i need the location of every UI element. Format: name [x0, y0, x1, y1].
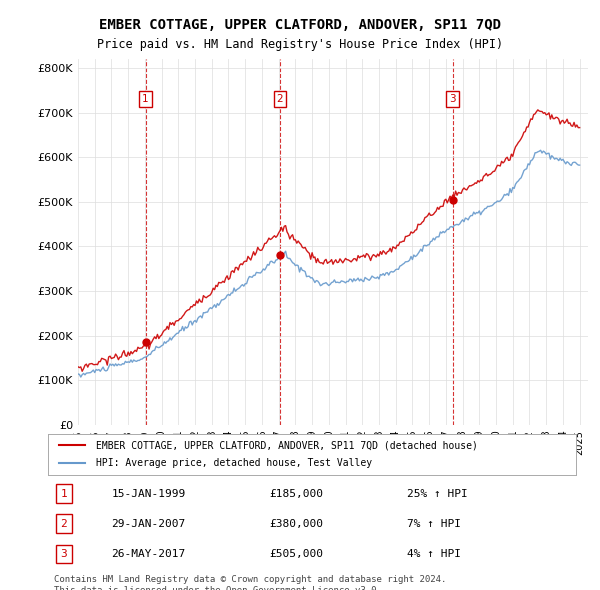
Text: 7% ↑ HPI: 7% ↑ HPI [407, 519, 461, 529]
Text: 25% ↑ HPI: 25% ↑ HPI [407, 489, 468, 499]
Text: 15-JAN-1999: 15-JAN-1999 [112, 489, 185, 499]
Text: £380,000: £380,000 [270, 519, 324, 529]
Text: Price paid vs. HM Land Registry's House Price Index (HPI): Price paid vs. HM Land Registry's House … [97, 38, 503, 51]
Text: 3: 3 [61, 549, 67, 559]
Text: Contains HM Land Registry data © Crown copyright and database right 2024.
This d: Contains HM Land Registry data © Crown c… [54, 575, 446, 590]
Text: 1: 1 [61, 489, 67, 499]
Text: 29-JAN-2007: 29-JAN-2007 [112, 519, 185, 529]
Text: 26-MAY-2017: 26-MAY-2017 [112, 549, 185, 559]
Text: £505,000: £505,000 [270, 549, 324, 559]
Text: 2: 2 [277, 94, 283, 104]
Text: 4% ↑ HPI: 4% ↑ HPI [407, 549, 461, 559]
Text: EMBER COTTAGE, UPPER CLATFORD, ANDOVER, SP11 7QD (detached house): EMBER COTTAGE, UPPER CLATFORD, ANDOVER, … [95, 440, 478, 450]
Text: £185,000: £185,000 [270, 489, 324, 499]
Text: HPI: Average price, detached house, Test Valley: HPI: Average price, detached house, Test… [95, 458, 371, 468]
Text: 3: 3 [449, 94, 456, 104]
Text: 2: 2 [61, 519, 67, 529]
Text: EMBER COTTAGE, UPPER CLATFORD, ANDOVER, SP11 7QD: EMBER COTTAGE, UPPER CLATFORD, ANDOVER, … [99, 18, 501, 32]
Text: 1: 1 [142, 94, 149, 104]
